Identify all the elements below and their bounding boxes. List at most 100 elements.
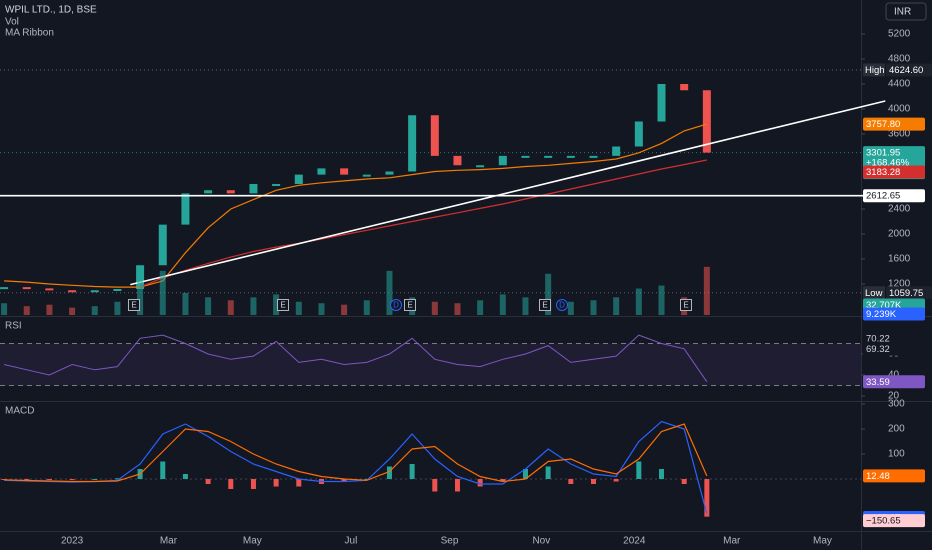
volume-bar: [499, 294, 506, 315]
rsi-band: [0, 343, 861, 386]
event-label: D: [393, 301, 399, 310]
volume-bar: [91, 306, 98, 315]
candle: [317, 168, 326, 175]
histogram-bar: [522, 469, 528, 479]
y-tick-label: 200: [888, 424, 905, 435]
x-tick-label: 2023: [61, 536, 84, 547]
event-label: E: [131, 301, 136, 310]
candle: [181, 193, 190, 225]
histogram-bar: [409, 464, 415, 479]
histogram-bar: [273, 479, 279, 487]
pane-title: MACD: [5, 406, 34, 417]
event-icon: [390, 299, 402, 311]
candle: [90, 290, 99, 293]
signal-label-bg: [863, 469, 925, 483]
x-tick-label: Sep: [441, 536, 459, 547]
histogram-bar: [590, 479, 596, 484]
candle: [68, 290, 77, 293]
candle: [45, 288, 54, 291]
histogram-bar: [341, 479, 347, 482]
volume-bar: [545, 273, 552, 315]
last-price: 3301.95: [866, 148, 900, 159]
histogram-bar: [659, 469, 665, 479]
ma-label: 3183.28: [866, 167, 900, 178]
candle: [566, 155, 575, 158]
rsi-label: 33.59: [866, 377, 890, 388]
volume-bar: [227, 300, 234, 315]
candle: [521, 155, 530, 158]
volume-bar: [23, 306, 30, 315]
histogram-bar: [160, 461, 166, 479]
y-tick-label: 2400: [888, 204, 911, 215]
y-tick-label: 4000: [888, 104, 911, 115]
volume-bar: [205, 297, 212, 315]
ma-line: [4, 123, 707, 288]
candle: [498, 155, 507, 166]
candle: [249, 184, 258, 194]
histogram-bar: [704, 479, 710, 517]
volume-bar: [658, 285, 665, 315]
y-tick-label: 1600: [888, 254, 911, 265]
x-tick-label: May: [813, 536, 832, 547]
pane-title: RSI: [5, 321, 22, 332]
rsi-marker-bg: [863, 331, 925, 345]
candle: [476, 165, 485, 168]
macd-line: [4, 423, 708, 483]
price-label: 1059.75: [889, 288, 923, 299]
histogram-bar: [432, 479, 438, 492]
y-tick-label: 1200: [888, 279, 911, 290]
x-tick-label: Nov: [532, 536, 550, 547]
histogram-bar: [250, 479, 256, 489]
rsi-label-bg: [863, 375, 925, 389]
volume-bar: [46, 304, 53, 315]
ma-label-bg: [863, 117, 925, 131]
volume-bar: [454, 303, 461, 315]
candle: [612, 146, 621, 156]
volume-bar: [159, 270, 166, 315]
rsi-marker: 70.22: [866, 333, 890, 344]
volume-bar: [635, 288, 642, 315]
x-tick-label: Mar: [723, 536, 741, 547]
price-label-bg: [886, 286, 932, 300]
histogram-bar: [296, 479, 302, 487]
histogram-bar: [24, 479, 30, 480]
candle: [113, 289, 122, 291]
histogram-bar: [454, 479, 460, 492]
candle: [634, 121, 643, 147]
volume-bar: [295, 301, 302, 315]
event-icon: [539, 299, 551, 311]
currency-button[interactable]: [885, 2, 927, 21]
candle: [158, 224, 167, 266]
histogram-bar: [114, 478, 120, 480]
histogram-bar: [205, 479, 211, 484]
candle: [0, 287, 9, 290]
y-tick-label: 3600: [888, 129, 911, 140]
rsi-marker: 69.32: [866, 344, 890, 355]
histogram-bar: [568, 479, 574, 484]
ma-label-bg: [863, 165, 925, 179]
volume-bar: [703, 266, 710, 315]
ma-line: [139, 159, 707, 288]
histogram-bar: [1, 479, 7, 480]
volume-ma-label-bg: [863, 307, 925, 321]
histogram-bar: [500, 479, 506, 482]
currency[interactable]: INR: [894, 7, 911, 18]
candle: [385, 171, 394, 175]
candle: [657, 84, 666, 122]
histogram-bar: [69, 479, 75, 480]
y-tick-label: 20: [888, 391, 900, 402]
x-tick-label: Mar: [160, 536, 178, 547]
volume-bar: [590, 300, 597, 315]
volume-label: 32.707K: [866, 300, 902, 311]
volume-bar: [431, 301, 438, 315]
indicator: MA Ribbon: [5, 28, 54, 39]
event-label: E: [280, 301, 285, 310]
rsi-marker-bg: [863, 342, 925, 356]
candle: [589, 155, 598, 158]
tag-bg: [863, 286, 885, 300]
price-tag: Low: [865, 288, 883, 299]
volume-bar: [1, 303, 8, 315]
candle: [544, 155, 553, 158]
event-icon: [128, 299, 140, 311]
